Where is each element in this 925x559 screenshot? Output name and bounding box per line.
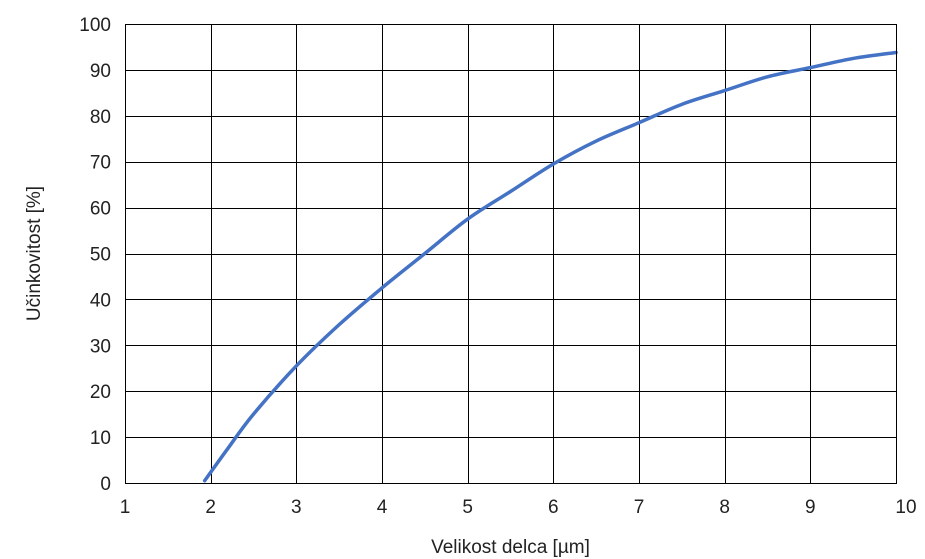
x-tick-label: 2 <box>205 497 216 518</box>
x-tick-label: 5 <box>462 497 473 518</box>
x-tick-label: 3 <box>291 497 302 518</box>
y-tick-label: 10 <box>90 428 111 449</box>
x-tick-label: 4 <box>377 497 388 518</box>
y-tick-label: 20 <box>90 382 111 403</box>
y-tick-label: 90 <box>90 61 111 82</box>
y-tick-label: 70 <box>90 153 111 174</box>
y-tick-label: 50 <box>90 245 111 266</box>
y-tick-label: 60 <box>90 199 111 220</box>
x-tick-label: 10 <box>895 497 916 518</box>
y-tick-label: 30 <box>90 336 111 357</box>
y-axis-title: Učinkovitost [%] <box>24 186 45 321</box>
x-axis-title: Velikost delca [µm] <box>431 537 590 558</box>
y-tick-label: 40 <box>90 290 111 311</box>
y-axis-ticks: 0 10 20 30 40 50 60 70 80 90 100 <box>79 15 111 495</box>
efficiency-curve <box>202 50 898 483</box>
y-tick-label: 100 <box>79 15 111 36</box>
y-tick-label: 80 <box>90 107 111 128</box>
x-tick-label: 1 <box>120 497 131 518</box>
series-layer <box>202 50 898 483</box>
x-tick-label: 6 <box>548 497 559 518</box>
y-tick-label: 0 <box>100 474 111 495</box>
grid <box>125 24 896 483</box>
x-tick-label: 7 <box>634 497 645 518</box>
plot-frame <box>125 24 897 484</box>
x-tick-label: 8 <box>719 497 730 518</box>
x-tick-label: 9 <box>805 497 816 518</box>
x-axis-ticks: 1 2 3 4 5 6 7 8 9 10 <box>120 497 917 518</box>
